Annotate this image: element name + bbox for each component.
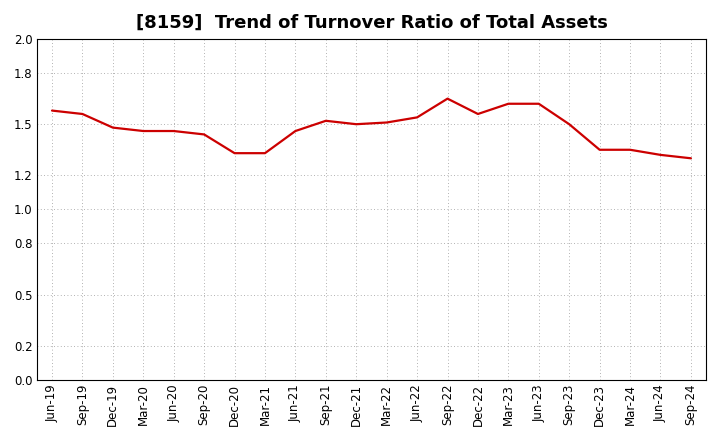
Title: [8159]  Trend of Turnover Ratio of Total Assets: [8159] Trend of Turnover Ratio of Total …	[135, 14, 608, 32]
